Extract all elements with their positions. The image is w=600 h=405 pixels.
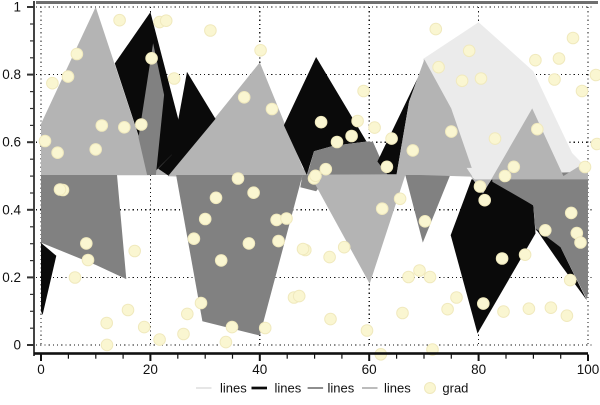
svg-text:0.6: 0.6 bbox=[2, 135, 21, 150]
svg-text:lines: lines bbox=[384, 381, 411, 396]
svg-text:grad: grad bbox=[442, 381, 468, 396]
svg-text:100: 100 bbox=[577, 362, 600, 377]
svg-text:lines: lines bbox=[220, 381, 247, 396]
svg-text:lines: lines bbox=[275, 381, 302, 396]
svg-text:0.2: 0.2 bbox=[2, 270, 21, 285]
svg-text:1: 1 bbox=[13, 0, 21, 15]
svg-text:0.4: 0.4 bbox=[2, 202, 21, 217]
svg-text:0: 0 bbox=[13, 338, 21, 353]
svg-text:lines: lines bbox=[328, 381, 355, 396]
svg-text:60: 60 bbox=[362, 362, 377, 377]
svg-text:0.8: 0.8 bbox=[2, 67, 21, 82]
svg-text:80: 80 bbox=[471, 362, 486, 377]
svg-text:40: 40 bbox=[252, 362, 267, 377]
svg-text:20: 20 bbox=[143, 362, 158, 377]
svg-text:0: 0 bbox=[37, 362, 45, 377]
